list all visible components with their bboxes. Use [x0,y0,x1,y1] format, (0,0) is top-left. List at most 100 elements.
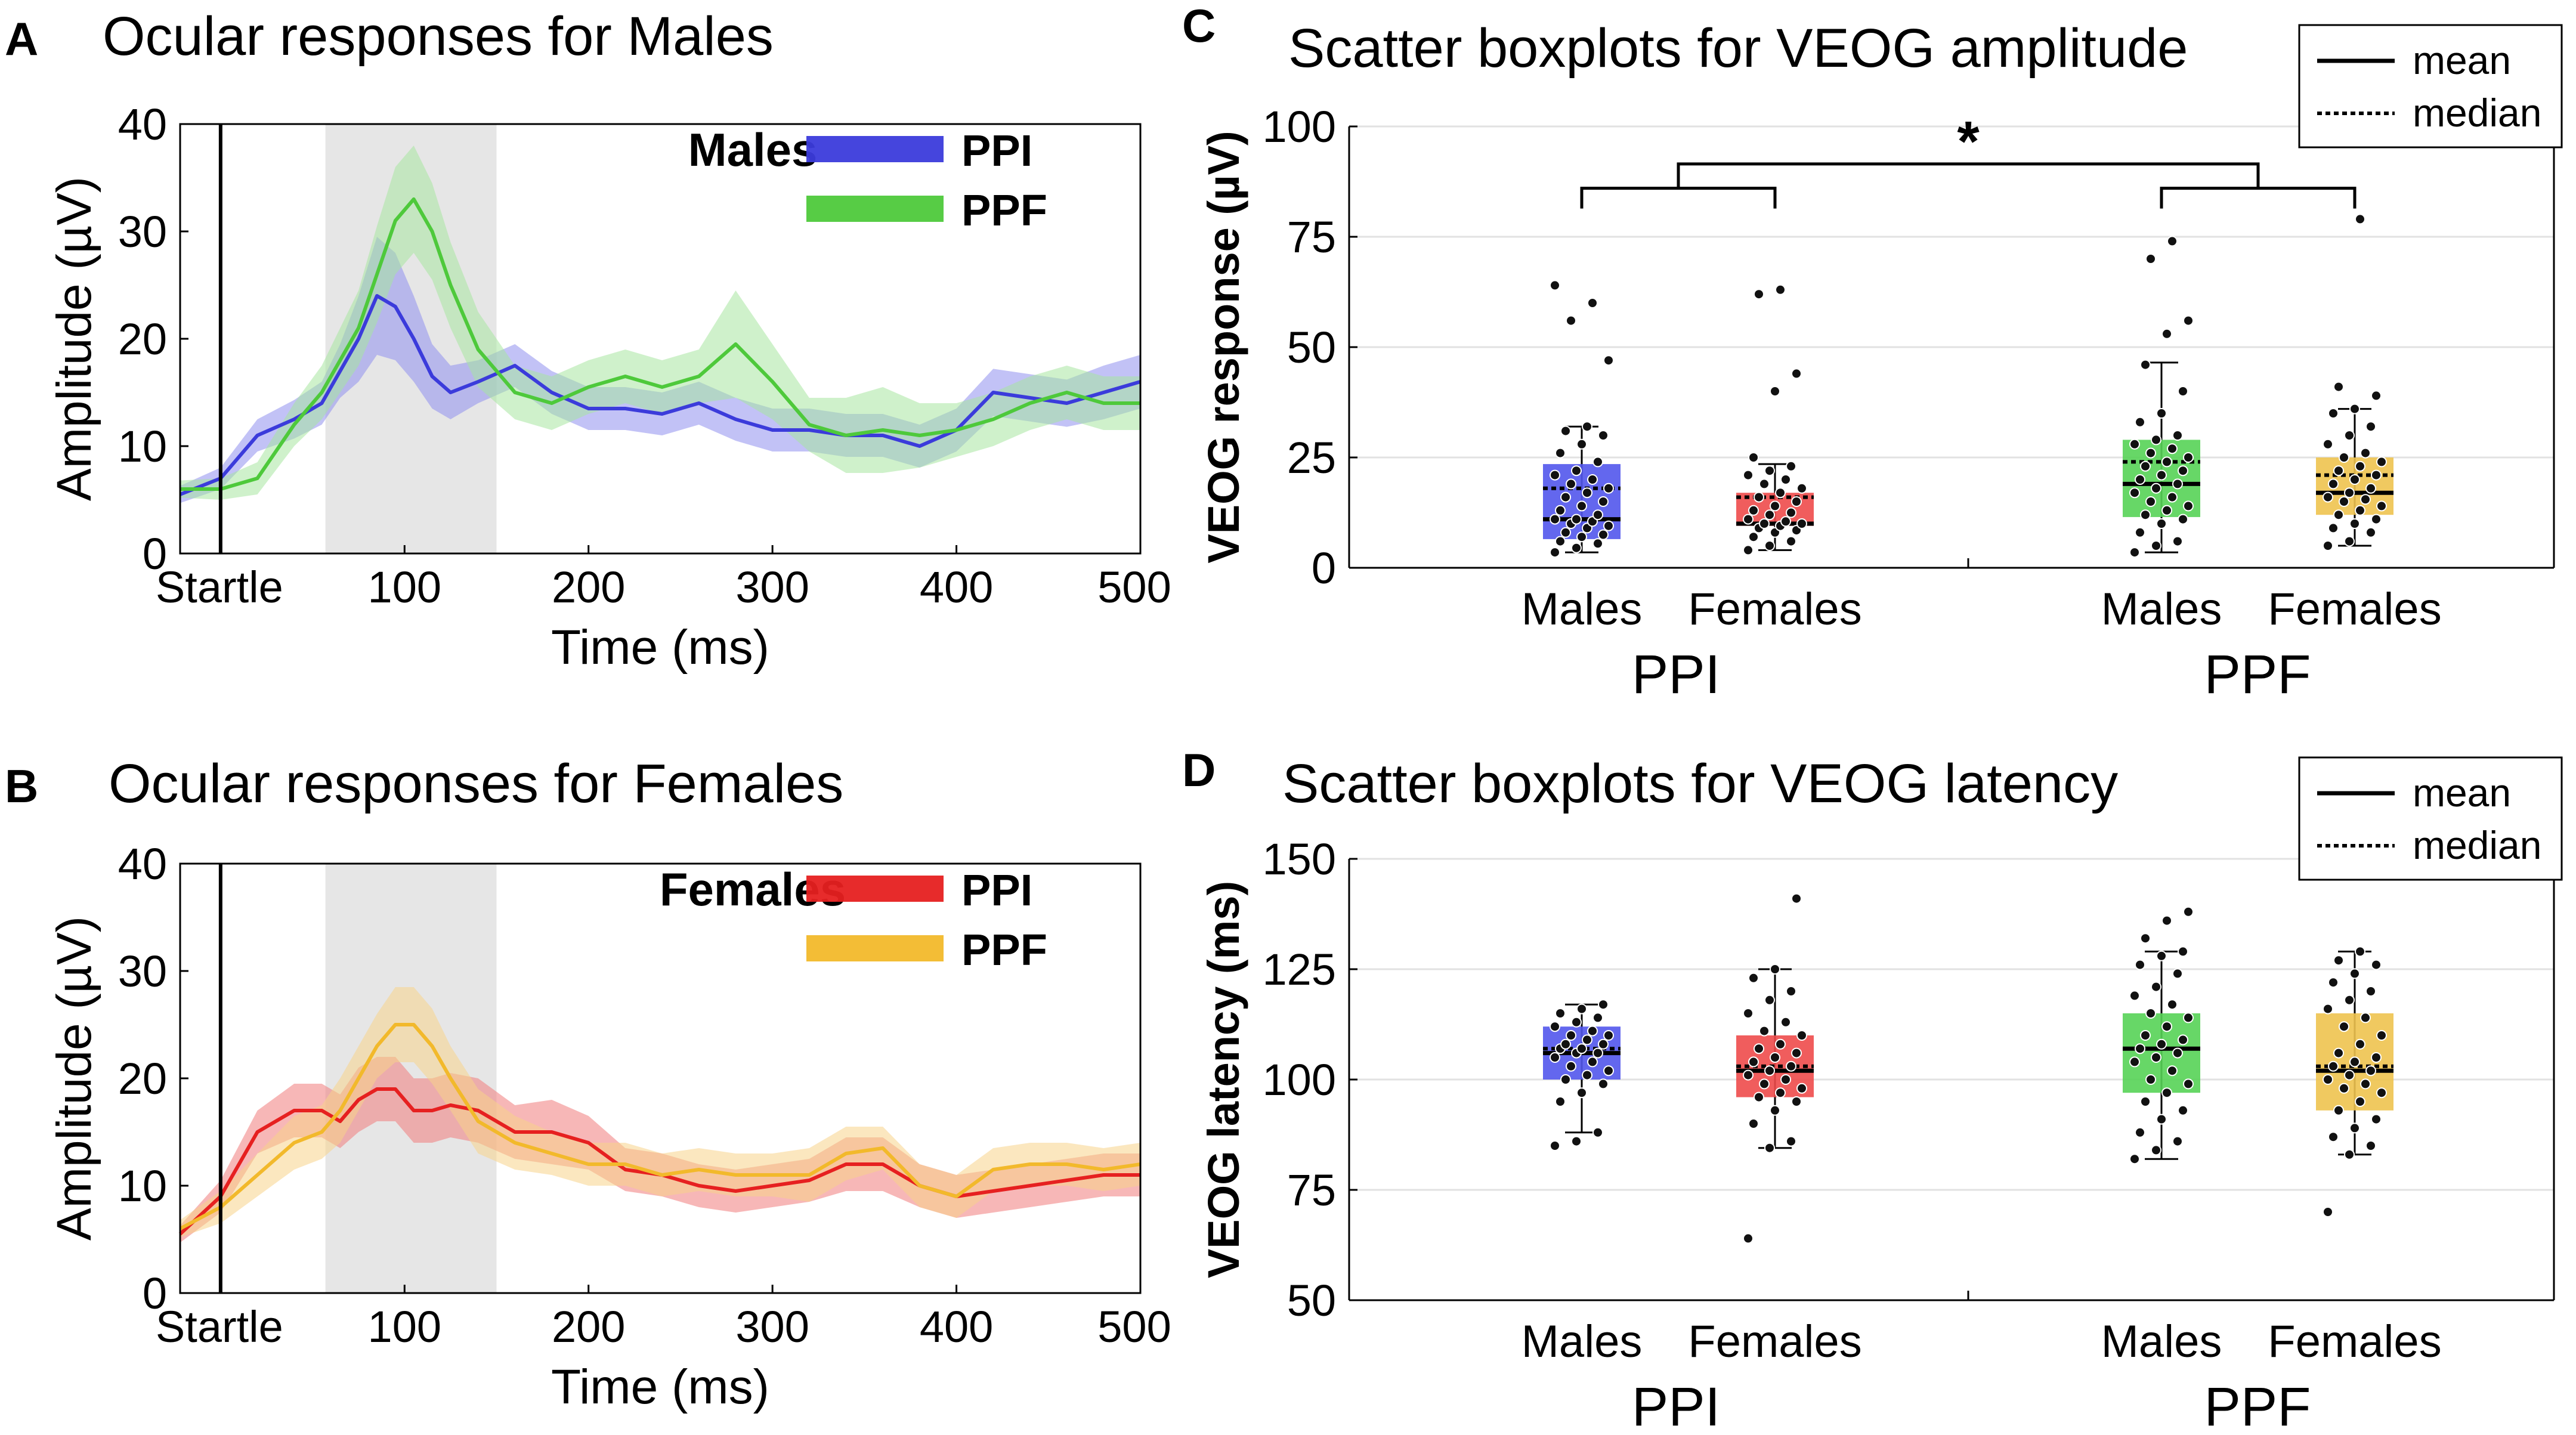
chart-d-ppf-females-point [2344,1069,2355,1081]
chart-d-ppf-females-point [2328,977,2339,988]
chart-d-ppf-females-point [2365,986,2376,997]
chart-c-ppf-males-point [2183,315,2194,326]
chart-c-ppf-females-point [2328,522,2339,534]
chart-c-ppf-males-point [2172,478,2183,490]
chart-c-ppi-females-point [1796,483,1807,494]
chart-d-ppi-females-point [1748,972,1759,984]
chart-d-veog-latency: Males Females Males Females 50 75 100 125 150 PPI… [1199,756,2563,1435]
chart-c-ppf-males-point [2151,434,2161,446]
chart-d-ppf-males-point [2172,968,2183,979]
chart-c-ppi-males-point [1571,465,1582,477]
chart-d-ppf-males-point [2135,1127,2145,1138]
chart-c-condition-ppf: PPF [2204,644,2311,705]
chart-d-ppi-females-point [1754,1091,1764,1103]
chart-c-y-tick-label: 75 [1287,212,1336,262]
chart-a-x-tick-label: 300 [735,562,809,612]
chart-d-ppi-females-point [1754,1043,1764,1054]
chart-d-ppf-males-point [2161,915,2172,926]
chart-d-ppf-females-point [2360,1078,2371,1090]
chart-d-ppi-males-point [1550,1140,1560,1151]
chart-d-ppi-females-point [1786,1060,1796,1072]
chart-c-ppi-females-point [1786,536,1796,547]
chart-c-ppf-males-point [2167,236,2178,247]
panel-title-c: Scatter boxplots for VEOG amplitude [1288,18,2188,79]
chart-c-legend-mean-label: mean [2413,38,2511,82]
chart-c-ppi-males-point [1576,531,1587,543]
chart-c-ppf-females-tick-label: Females [2268,584,2441,635]
chart-d-ppi-females-point [1764,1142,1775,1153]
chart-c-ppf-females-point [2323,491,2333,503]
chart-d-ppi-males-point [1560,1038,1571,1050]
chart-c-ppi-males-point [1550,514,1560,525]
chart-d-ppi-males-point [1555,1008,1566,1019]
chart-c-ppi-females-point [1743,514,1754,525]
chart-c-ppf-males-point [2167,491,2178,503]
chart-d-ppf-females-point [2371,959,2382,970]
chart-b-ocular-females: 0 10 20 30 40 Startle 100 200 300 400 500 Time (ms)… [47,839,1171,1414]
chart-d-ppi-males-point [1592,1012,1603,1023]
chart-c-ppi-females-point [1770,386,1780,397]
panel-letter-c: C [1182,0,1216,52]
chart-a-y-tick-label: 40 [118,100,167,149]
chart-c-ppi-males-tick-label: Males [1522,584,1643,635]
chart-c-ppi-males-point [1603,520,1614,531]
chart-c-ppi-females-point [1743,469,1754,481]
chart-a-y-tick-label: 10 [118,422,167,471]
chart-d-ppf-males-point [2140,1096,2151,1107]
chart-d-ppf-females-point [2371,1052,2382,1063]
chart-d-ppf-females-point [2349,968,2360,979]
chart-d-ppf-males-point [2156,1114,2167,1125]
chart-c-ppf-males-point [2145,253,2156,264]
chart-c-y-tick-label: 25 [1287,433,1336,483]
chart-b-y-tick-label: 10 [118,1161,167,1211]
chart-d-ppf-females-point [2339,1083,2349,1094]
chart-d-ppi-males-tick-label: Males [1522,1316,1643,1367]
chart-a-legend-label-ppi: PPI [961,126,1032,175]
chart-d-ppi-males-point [1603,1065,1614,1077]
chart-a-band-ppf [180,146,1140,500]
chart-c-ppf-males-point [2135,474,2145,485]
chart-c-ppf-males-point [2145,496,2156,507]
chart-d-ppf-females-point [2371,1114,2382,1125]
chart-c-ppf-males-point [2140,460,2151,472]
chart-c-ppf-females-point [2344,536,2355,547]
chart-c-significance-star: * [1957,110,1980,174]
chart-d-y-tick-label: 125 [1263,945,1336,994]
chart-b-band-ppi [180,1057,1140,1243]
chart-c-ppi-males-point [1582,421,1592,432]
chart-b-legend-label-ppi: PPI [961,865,1032,915]
chart-d-ppf-males-point [2140,933,2151,944]
chart-d-ppi-females-point [1775,1038,1786,1050]
chart-d-ppi-females-point [1764,1065,1775,1077]
chart-c-ppf-females-point [2349,403,2360,415]
panel-title-b: Ocular responses for Females [109,753,843,814]
chart-d-ppf-males-point [2161,1021,2172,1032]
chart-d-ppf-females-point [2333,955,2344,966]
chart-d-ppf-males-point [2129,1153,2140,1165]
chart-c-ppf-males-point [2161,328,2172,339]
chart-c-ppi-males-point [1598,529,1609,540]
chart-c-ppi-females-point [1754,491,1764,503]
chart-c-condition-ppi: PPI [1632,644,1720,705]
chart-c-ppf-females-point [2328,408,2339,419]
chart-c-ppf-males-point [2172,536,2183,547]
chart-d-ppi-males-point [1598,999,1609,1010]
chart-d-ppf-females-point [2344,994,2355,1006]
chart-c-ppi-females-point [1796,518,1807,529]
chart-d-ppi-females-point [1764,994,1775,1006]
chart-c-ppi-males-point [1550,469,1560,481]
chart-c-ppi-males-point [1560,527,1571,538]
chart-c-ppi-males-point [1598,496,1609,507]
chart-c-ppf-females-point [2376,456,2387,468]
chart-c-ppi-males-point [1598,430,1609,441]
chart-c-ppi-females-point [1764,540,1775,551]
chart-c-ppi-females-point [1764,509,1775,521]
chart-a-legend-label-ppf: PPF [961,185,1047,235]
chart-c-ppf-males-point [2161,505,2172,516]
chart-d-ppf-males-point [2145,1074,2156,1085]
chart-c-ppf-males-point [2129,547,2140,558]
chart-c-ppf-males-point [2129,438,2140,450]
chart-d-y-tick-label: 100 [1263,1055,1336,1105]
chart-d-ppf-males-point [2156,950,2167,961]
chart-a-x-tick-label: 200 [552,562,625,612]
